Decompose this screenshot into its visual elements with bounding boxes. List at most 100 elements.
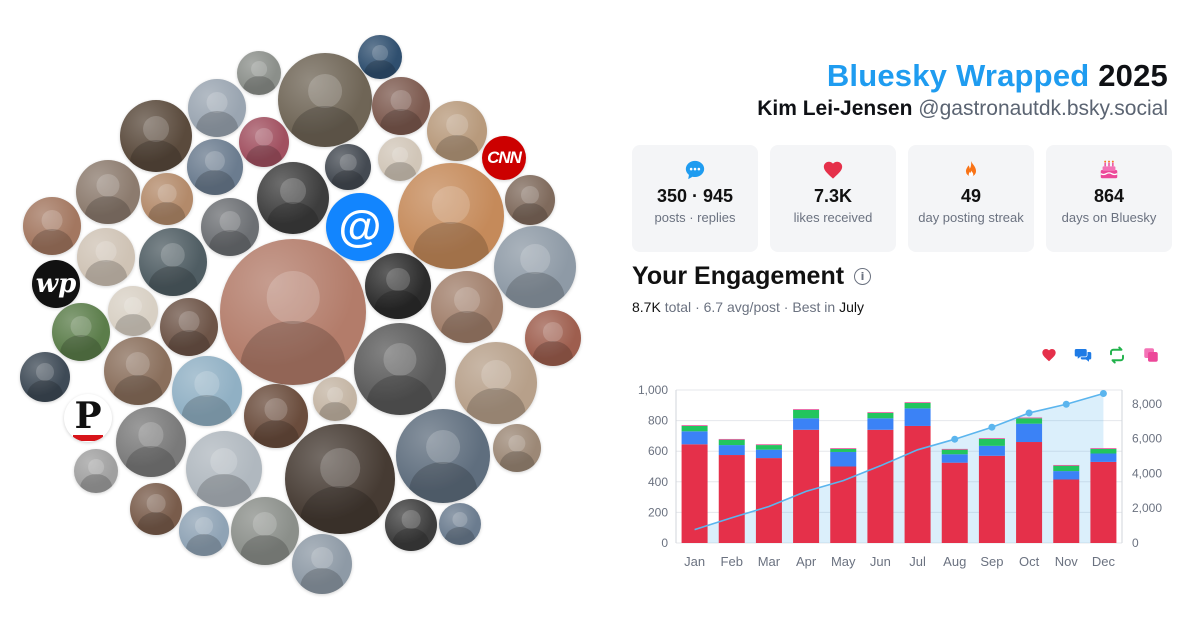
avatar[interactable] <box>108 286 158 336</box>
stat-value: 864 <box>1093 186 1125 206</box>
bar-segment <box>941 449 968 455</box>
bar-segment <box>755 458 782 543</box>
avatar[interactable] <box>354 323 446 415</box>
avatar[interactable] <box>494 226 576 308</box>
avatar[interactable] <box>257 162 329 234</box>
cumulative-point <box>988 423 996 431</box>
user-line: Kim Lei-Jensen @gastronautdk.bsky.social <box>757 97 1168 121</box>
avatar[interactable] <box>378 137 422 181</box>
avatar[interactable] <box>292 534 352 594</box>
y-right-tick-label: 8,000 <box>1132 397 1162 411</box>
engagement-title-text: Your Engagement <box>632 262 845 290</box>
avatar[interactable] <box>160 298 218 356</box>
x-tick-label: Sep <box>980 554 1003 569</box>
avatar[interactable] <box>187 139 243 195</box>
avatar[interactable] <box>358 35 402 79</box>
bar-segment <box>681 431 708 445</box>
avatar[interactable] <box>325 144 371 190</box>
bar-segment <box>1016 442 1043 543</box>
x-tick-label: Feb <box>721 554 743 569</box>
heart-icon[interactable] <box>1040 346 1058 364</box>
year-title: 2025 <box>1098 58 1168 93</box>
avatar[interactable] <box>244 384 308 448</box>
avatar[interactable] <box>231 497 299 565</box>
y-left-tick-label: 400 <box>648 475 668 489</box>
y-right-tick-label: 4,000 <box>1132 466 1162 480</box>
avatar[interactable] <box>505 175 555 225</box>
avatar[interactable] <box>201 198 259 256</box>
avatar[interactable] <box>285 424 395 534</box>
repost-icon[interactable] <box>1108 346 1126 364</box>
bar-segment <box>718 445 745 456</box>
bar-segment <box>830 451 857 467</box>
engagement-summary: 8.7K total · 6.7 avg/post · Best in July <box>632 299 864 315</box>
avatar[interactable] <box>188 79 246 137</box>
bar-segment <box>867 429 894 543</box>
y-left-tick-label: 800 <box>648 414 668 428</box>
bar-segment <box>1016 417 1043 419</box>
bar-segment <box>1053 464 1080 466</box>
avatar[interactable] <box>179 506 229 556</box>
quote-icon[interactable] <box>1142 346 1160 364</box>
engagement-title: Your Engagement i <box>632 262 872 291</box>
avatar[interactable] <box>120 100 192 172</box>
avatar[interactable] <box>239 117 289 167</box>
avatar[interactable] <box>431 271 503 343</box>
avatar[interactable] <box>186 431 262 507</box>
avatar[interactable] <box>525 310 581 366</box>
avatar[interactable] <box>427 101 487 161</box>
avatar[interactable] <box>104 337 172 405</box>
stat-value: 350 · 945 <box>656 186 734 206</box>
user-handle[interactable]: @gastronautdk.bsky.social <box>918 97 1168 120</box>
avatar[interactable] <box>220 239 366 385</box>
cumulative-point <box>951 435 959 443</box>
avatar[interactable] <box>313 377 357 421</box>
bar-segment <box>867 418 894 430</box>
avatar[interactable] <box>20 352 70 402</box>
heart-icon <box>822 159 844 181</box>
separator: · <box>783 299 789 315</box>
avatar[interactable] <box>439 503 481 545</box>
bar-segment <box>904 402 931 404</box>
y-right-tick-label: 6,000 <box>1132 432 1162 446</box>
bar-segment <box>681 425 708 426</box>
politiken-logo-avatar[interactable]: P <box>64 394 112 442</box>
avatar[interactable] <box>172 356 242 426</box>
avatar[interactable] <box>76 160 140 224</box>
washington-post-logo-avatar[interactable]: wp <box>32 260 80 308</box>
bar-segment <box>1090 448 1117 449</box>
bar-segment <box>718 439 745 446</box>
cnn-logo-avatar[interactable]: CNN <box>482 136 526 180</box>
avatar[interactable] <box>398 163 504 269</box>
avatar[interactable] <box>396 409 490 503</box>
bar-segment <box>755 445 782 450</box>
avatar[interactable] <box>77 228 135 286</box>
bar-segment <box>1016 418 1043 424</box>
avatar[interactable] <box>23 197 81 255</box>
stats-row: 350 · 945 posts · replies 7.3K likes rec… <box>632 145 1172 252</box>
chat-bubbles-icon[interactable] <box>1074 346 1092 364</box>
avatar[interactable] <box>116 407 186 477</box>
avatar[interactable] <box>74 449 118 493</box>
stat-label: posts · replies <box>654 210 736 225</box>
bar-segment <box>1053 471 1080 480</box>
bluesky-at-logo-avatar[interactable]: @ <box>326 193 394 261</box>
avatar[interactable] <box>237 51 281 95</box>
bar-segment <box>1090 448 1117 454</box>
avatar[interactable] <box>141 173 193 225</box>
avatar[interactable] <box>365 253 431 319</box>
engagement-total-label: total <box>664 299 692 315</box>
avatar[interactable] <box>278 53 372 147</box>
bar-segment <box>867 412 894 419</box>
avatar[interactable] <box>372 77 430 135</box>
avatar[interactable] <box>52 303 110 361</box>
y-left-tick-label: 0 <box>661 536 668 550</box>
bar-segment <box>718 455 745 543</box>
best-prefix: Best in <box>792 299 836 315</box>
avatar[interactable] <box>455 342 537 424</box>
avatar[interactable] <box>139 228 207 296</box>
avatar[interactable] <box>130 483 182 535</box>
avatar[interactable] <box>493 424 541 472</box>
info-icon[interactable]: i <box>854 268 872 285</box>
avatar[interactable] <box>385 499 437 551</box>
